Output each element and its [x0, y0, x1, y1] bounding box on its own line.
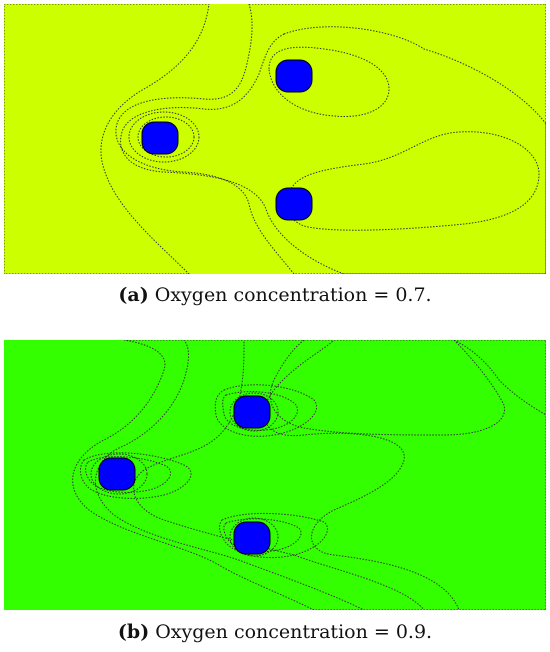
contour-plot-b — [4, 340, 546, 610]
caption-b: (b) Oxygen concentration = 0.9. — [0, 621, 550, 643]
orange-ring-bottom-b — [219, 512, 328, 559]
caption-text-b: Oxygen concentration = 0.9. — [155, 621, 433, 643]
green-ring-left-a — [128, 111, 200, 163]
contour-plot-a — [4, 4, 546, 274]
caption-label-b: (b) — [117, 621, 150, 643]
particle-bottom-b — [233, 521, 271, 555]
particle-top-b — [233, 395, 271, 429]
amber-ring-left-b — [80, 452, 192, 499]
light-green-band-b — [95, 340, 546, 610]
red-ring-left-b — [90, 453, 148, 495]
particle-left-b — [98, 457, 136, 491]
caption-label-a: (a) — [118, 284, 149, 306]
red-orange-ring-bottom-b — [223, 518, 302, 553]
particle-top-a — [275, 59, 313, 93]
red-ring-top-b — [229, 392, 279, 432]
green-band-mid-a — [120, 26, 546, 274]
background-field-b — [4, 340, 546, 610]
particle-bottom-a — [275, 187, 313, 221]
green-yellow-band-b — [72, 340, 546, 610]
red-orange-ring-top-b — [222, 391, 298, 431]
orange-ring-left-b — [85, 456, 171, 493]
caption-a: (a) Oxygen concentration = 0.7. — [0, 284, 550, 306]
contour-map-b — [4, 340, 546, 610]
green-band-outer-a — [115, 4, 546, 274]
caption-text-a: Oxygen concentration = 0.7. — [154, 284, 432, 306]
particle-left-a — [141, 121, 179, 155]
red-ring-bottom-b — [229, 517, 279, 557]
amber-band-b — [263, 340, 546, 610]
cyan-region-upper-a — [268, 46, 390, 118]
orange-ring-top-b — [214, 384, 317, 437]
cyan-region-lower-a — [286, 131, 540, 231]
cyan-ring-left-a — [137, 116, 195, 158]
amber-corner-b — [453, 340, 546, 416]
contour-map-a — [4, 4, 546, 274]
orange-region-top-b — [269, 340, 505, 436]
background-field-a — [4, 4, 546, 274]
